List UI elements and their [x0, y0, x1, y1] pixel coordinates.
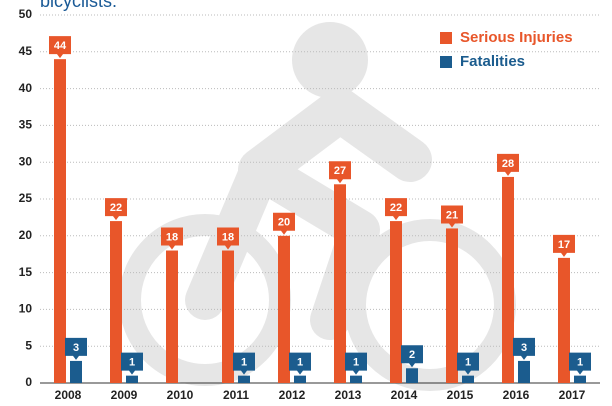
- x-tick-label: 2016: [503, 388, 530, 402]
- bar: [238, 376, 250, 383]
- chart: bicyclists. 0 5 10 15 20 25 30 35 40 45 50 2008 44 3 2…: [0, 0, 612, 406]
- legend-label: Fatalities: [460, 53, 525, 70]
- x-tick-label: 2017: [559, 388, 586, 402]
- y-tick-label: 40: [19, 81, 33, 95]
- y-tick-label: 30: [19, 154, 33, 168]
- y-tick-label: 20: [19, 228, 33, 242]
- bar: [70, 361, 82, 383]
- bar: [166, 251, 178, 383]
- x-tick-label: 2008: [55, 388, 82, 402]
- data-label: 44: [54, 40, 67, 52]
- bar: [222, 251, 234, 383]
- x-tick-label: 2011: [223, 388, 249, 402]
- data-label: 28: [502, 158, 514, 170]
- data-label: 18: [222, 231, 234, 243]
- data-label: 1: [129, 357, 135, 369]
- x-tick-label: 2014: [391, 388, 418, 402]
- data-label: 22: [390, 202, 402, 214]
- legend-swatch: [440, 32, 452, 44]
- bar: [502, 177, 514, 383]
- y-tick-label: 45: [19, 44, 33, 58]
- bar: [518, 361, 530, 383]
- data-label: 1: [465, 357, 471, 369]
- y-tick-label: 5: [25, 338, 32, 352]
- bar: [54, 59, 66, 383]
- x-tick-label: 2009: [111, 388, 138, 402]
- x-tick-label: 2012: [279, 388, 306, 402]
- bar: [294, 376, 306, 383]
- data-label: 20: [278, 217, 290, 229]
- y-tick-label: 0: [25, 375, 32, 389]
- bar: [390, 221, 402, 383]
- bar: [558, 258, 570, 383]
- bar: [574, 376, 586, 383]
- bar: [350, 376, 362, 383]
- bicycle-head: [292, 22, 368, 98]
- x-tick-label: 2015: [447, 388, 474, 402]
- data-label: 27: [334, 165, 346, 177]
- data-label: 21: [446, 209, 458, 221]
- bar: [462, 376, 474, 383]
- x-tick-label: 2010: [167, 388, 194, 402]
- legend-label: Serious Injuries: [460, 29, 573, 46]
- y-tick-label: 50: [19, 7, 33, 21]
- y-tick-label: 15: [19, 265, 33, 279]
- bar: [126, 376, 138, 383]
- data-label: 2: [409, 349, 415, 361]
- data-label: 3: [521, 342, 527, 354]
- bar: [406, 368, 418, 383]
- bar: [446, 228, 458, 383]
- data-label: 1: [353, 357, 359, 369]
- data-label: 18: [166, 231, 178, 243]
- data-label: 3: [73, 342, 79, 354]
- bar: [278, 236, 290, 383]
- bar: [334, 184, 346, 383]
- bar: [110, 221, 122, 383]
- data-label: 1: [577, 357, 583, 369]
- x-tick-label: 2013: [335, 388, 362, 402]
- y-tick-label: 25: [19, 191, 33, 205]
- data-label: 1: [241, 357, 247, 369]
- chart-title: bicyclists.: [40, 0, 117, 11]
- data-label: 1: [297, 357, 303, 369]
- legend-swatch: [440, 56, 452, 68]
- data-label: 17: [558, 239, 570, 251]
- data-label: 22: [110, 202, 122, 214]
- y-tick-label: 35: [19, 118, 33, 132]
- y-tick-label: 10: [19, 302, 33, 316]
